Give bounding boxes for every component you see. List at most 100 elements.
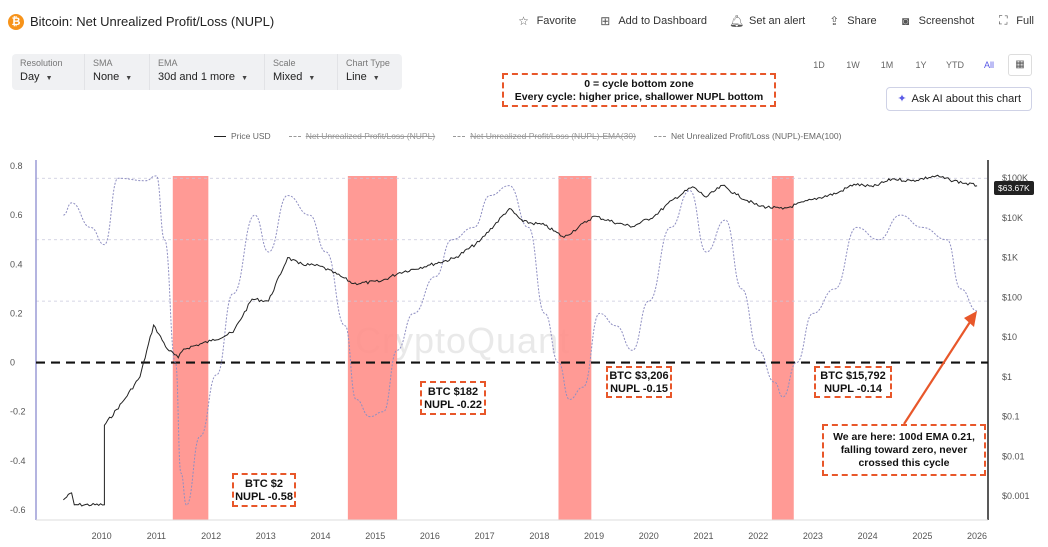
resolution-select[interactable]: Resolution Day ▼	[12, 54, 85, 90]
bottom-2015-annotation: BTC $182 NUPL -0.22	[420, 381, 486, 415]
we-are-here-annotation: We are here: 100d EMA 0.21, falling towa…	[822, 424, 986, 476]
range-ytd-button[interactable]: YTD	[946, 60, 964, 70]
x-tick-label: 2020	[639, 531, 659, 541]
x-tick-label: 2025	[912, 531, 932, 541]
x-tick-label: 2024	[858, 531, 878, 541]
x-tick-label: 2014	[310, 531, 330, 541]
range-1y-button[interactable]: 1Y	[915, 60, 927, 70]
bottom-2022-price: BTC $15,792	[820, 370, 886, 382]
scale-label: Scale	[273, 58, 296, 68]
x-tick-label: 2023	[803, 531, 823, 541]
share-icon: ⇪	[829, 13, 840, 28]
bottom-2018-nupl: NUPL -0.15	[610, 383, 668, 395]
chevron-down-icon: ▼	[308, 75, 316, 82]
calendar-icon[interactable]: ▦	[1008, 54, 1032, 76]
chevron-down-icon: ▼	[241, 75, 248, 82]
set-alert-button[interactable]: 🔔︎ Set an alert	[729, 13, 805, 28]
x-tick-label: 2018	[529, 531, 549, 541]
left-tick-label: 0.6	[10, 210, 23, 220]
arrow-shaft	[903, 321, 971, 425]
arrow-head-icon	[964, 311, 977, 327]
cycle-bottom-annotation: 0 = cycle bottom zone Every cycle: highe…	[502, 73, 776, 107]
bottom-2011-price: BTC $2	[245, 478, 283, 490]
ema-select[interactable]: EMA 30d and 1 more ▼	[150, 54, 265, 90]
left-tick-label: 0.4	[10, 259, 23, 269]
we-are-here-text: We are here: 100d EMA 0.21, falling towa…	[833, 431, 975, 469]
share-label: Share	[847, 14, 877, 27]
chart-controls: Resolution Day ▼ SMA None ▼ EMA 30d and 1 mor…	[12, 54, 402, 90]
range-1d-button[interactable]: 1D	[813, 60, 825, 70]
bottom-2015-nupl: NUPL -0.22	[424, 399, 482, 411]
chart-type-value: Line	[346, 71, 367, 83]
bottom-2022-annotation: BTC $15,792 NUPL -0.14	[814, 366, 892, 398]
legend-swatch	[453, 135, 466, 137]
left-tick-label: 0	[10, 358, 15, 368]
chevron-down-icon: ▼	[372, 75, 380, 82]
top-bar: ₿ Bitcoin: Net Unrealized Profit/Loss (N…	[0, 0, 1048, 44]
share-button[interactable]: ⇪ Share	[827, 13, 876, 28]
chevron-down-icon: ▼	[45, 75, 53, 82]
cycle-bottom-band-1	[172, 176, 209, 520]
favorite-button[interactable]: ☆ Favorite	[517, 13, 577, 28]
scale-value: Mixed	[273, 71, 303, 83]
right-tick-label: $0.1	[1002, 412, 1020, 422]
legend-nupl-ema100[interactable]: Net Unrealized Profit/Loss (NUPL)-EMA(10…	[653, 131, 841, 141]
chart-title: Bitcoin: Net Unrealized Profit/Loss (NUP…	[30, 14, 275, 29]
cycle-bottom-band-2	[347, 176, 398, 520]
range-1w-button[interactable]: 1W	[846, 60, 860, 70]
x-tick-label: 2012	[201, 531, 221, 541]
zone-note-line1: 0 = cycle bottom zone	[584, 78, 694, 90]
screenshot-button[interactable]: ◙ Screenshot	[899, 13, 975, 28]
bottom-2011-nupl: NUPL -0.58	[235, 491, 293, 503]
sma-label: SMA	[93, 58, 113, 68]
nupl-ema100-line	[63, 175, 978, 506]
price-usd-line	[63, 174, 978, 507]
bottom-2018-price: BTC $3,206	[609, 370, 669, 382]
zone-note-line2: Every cycle: higher price, shallower NUP…	[514, 91, 764, 103]
range-selector: 1D 1W 1M 1Y YTD All ▦	[804, 54, 1032, 76]
bottom-2018-annotation: BTC $3,206 NUPL -0.15	[606, 366, 672, 398]
scale-select[interactable]: Scale Mixed ▼	[265, 54, 338, 90]
x-tick-label: 2022	[748, 531, 768, 541]
legend-nupl-ema30[interactable]: Net Unrealized Profit/Loss (NUPL)-EMA(30…	[453, 131, 636, 141]
camera-icon: ◙	[901, 13, 910, 28]
sparkle-icon: ✦	[897, 93, 907, 105]
ask-ai-button[interactable]: ✦ Ask AI about this chart	[886, 87, 1032, 111]
legend-label: Net Unrealized Profit/Loss (NUPL)-EMA(30…	[470, 131, 636, 141]
screenshot-label: Screenshot	[918, 14, 975, 27]
legend-swatch	[653, 135, 666, 137]
chart-type-select[interactable]: Chart Type Line ▼	[338, 54, 402, 90]
favorite-label: Favorite	[536, 14, 577, 27]
right-tick-label: $1K	[1002, 253, 1018, 263]
sma-select[interactable]: SMA None ▼	[85, 54, 150, 90]
left-tick-label: 0.8	[10, 161, 23, 171]
fullscreen-button[interactable]: ⛶ Full	[996, 13, 1034, 28]
dashboard-icon: ⊞	[600, 13, 611, 28]
x-tick-label: 2013	[256, 531, 276, 541]
right-tick-label: $0.01	[1002, 451, 1025, 461]
add-to-dashboard-label: Add to Dashboard	[618, 14, 707, 27]
left-tick-label: -0.4	[10, 456, 26, 466]
chart-type-label: Chart Type	[346, 58, 390, 68]
x-tick-label: 2016	[420, 531, 440, 541]
right-tick-label: $100K	[1002, 173, 1028, 183]
legend-nupl[interactable]: Net Unrealized Profit/Loss (NUPL)	[288, 131, 436, 141]
right-tick-label: $0.001	[1002, 491, 1030, 501]
right-tick-label: $10	[1002, 332, 1017, 342]
left-tick-label: -0.6	[10, 505, 26, 515]
left-tick-label: 0.2	[10, 308, 23, 318]
bell-icon: 🔔︎	[728, 13, 745, 28]
cycle-bottom-band-4	[771, 176, 794, 520]
legend-label: Net Unrealized Profit/Loss (NUPL)	[305, 131, 436, 141]
fullscreen-icon: ⛶	[999, 13, 1008, 27]
range-1m-button[interactable]: 1M	[880, 60, 894, 70]
x-tick-label: 2026	[967, 531, 987, 541]
legend-price[interactable]: Price USD	[214, 131, 271, 141]
range-all-button[interactable]: All	[983, 60, 994, 70]
add-to-dashboard-button[interactable]: ⊞ Add to Dashboard	[598, 13, 707, 28]
fullscreen-label: Full	[1016, 14, 1034, 27]
toolbar-actions: ☆ Favorite ⊞ Add to Dashboard 🔔︎ Set an ale…	[517, 13, 1034, 28]
ask-ai-label: Ask AI about this chart	[911, 93, 1021, 105]
bottom-2022-nupl: NUPL -0.14	[824, 383, 882, 395]
